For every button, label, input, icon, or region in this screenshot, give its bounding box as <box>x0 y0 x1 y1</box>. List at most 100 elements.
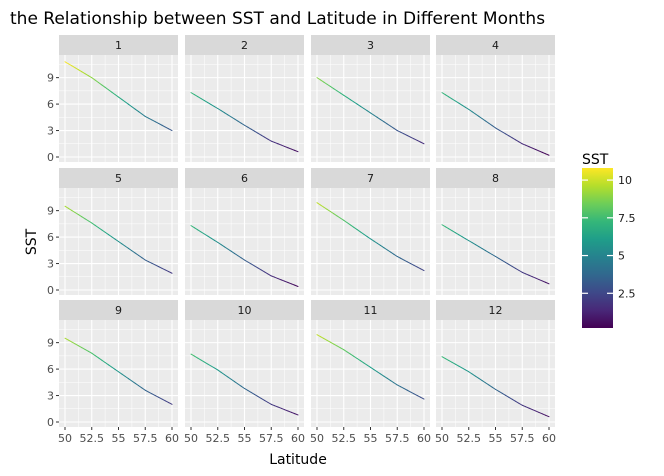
line-segment <box>359 360 365 364</box>
y-tick-label: 6 <box>47 231 54 244</box>
line-segment <box>254 393 259 397</box>
line-segment <box>220 110 225 114</box>
line-segment <box>193 94 199 98</box>
line-segment <box>118 371 123 375</box>
line-segment <box>390 125 395 129</box>
facet-panel-8: 8 <box>436 168 555 295</box>
line-segment <box>280 144 286 147</box>
line-segment <box>474 375 480 379</box>
line-segment <box>488 122 493 127</box>
line-segment <box>356 103 361 107</box>
line-segment <box>491 254 496 257</box>
line-segment <box>107 89 113 93</box>
line-segment <box>353 355 358 360</box>
line-segment <box>386 123 392 127</box>
line-segment <box>518 141 523 145</box>
line-segment <box>444 94 450 98</box>
line-segment <box>240 257 245 261</box>
line-segment <box>400 386 405 389</box>
y-tick-label: 0 <box>47 151 54 164</box>
line-segment <box>270 275 276 278</box>
line-segment <box>535 410 540 413</box>
line-segment <box>168 402 173 405</box>
line-segment <box>77 214 83 218</box>
y-tick-label: 3 <box>47 125 54 138</box>
line-segment <box>71 341 76 345</box>
line-segment <box>531 409 537 412</box>
line-segment <box>280 407 286 411</box>
facet-strip <box>185 35 304 55</box>
x-tick-label: 57.5 <box>259 432 284 445</box>
line-segment <box>454 363 460 367</box>
line-segment <box>541 413 547 416</box>
x-axis-title: Latitude <box>269 452 327 468</box>
line-segment <box>287 147 292 150</box>
line-segment <box>138 254 143 259</box>
line-segment <box>393 382 398 386</box>
facet-panel-12: 12 50 52.5 55 57.5 60 <box>435 300 556 445</box>
line-segment <box>200 98 205 102</box>
x-tick-label: 60 <box>165 432 179 445</box>
x-tick-label: 60 <box>291 432 305 445</box>
line-segment <box>250 391 256 395</box>
line-segment <box>237 383 242 387</box>
line-segment <box>267 138 272 142</box>
line-segment <box>233 252 239 257</box>
line-segment <box>257 395 262 399</box>
line-segment <box>233 381 239 385</box>
line-segment <box>531 147 537 151</box>
line-segment <box>339 92 345 96</box>
line-segment <box>363 233 368 238</box>
line-segment <box>461 236 466 240</box>
line-segment <box>458 102 463 106</box>
line-segment <box>336 215 341 219</box>
x-tick-label: 55 <box>238 432 252 445</box>
line-segment <box>448 228 453 232</box>
line-segment <box>260 397 266 401</box>
series-line <box>441 356 550 418</box>
line-segment <box>114 94 119 98</box>
line-segment <box>370 238 375 242</box>
line-segment <box>528 407 533 411</box>
line-segment <box>104 86 109 91</box>
line-segment <box>190 353 195 357</box>
line-segment <box>131 106 136 110</box>
x-tick-label: 60 <box>542 432 556 445</box>
line-segment <box>528 274 533 278</box>
line-segment <box>458 365 463 369</box>
facet-strip-label: 12 <box>489 304 503 317</box>
line-segment <box>420 396 425 400</box>
line-segment <box>87 75 93 79</box>
line-segment <box>223 246 229 250</box>
line-segment <box>111 366 116 370</box>
line-segment <box>254 265 259 269</box>
line-segment <box>254 130 259 134</box>
line-segment <box>538 279 543 282</box>
line-segment <box>353 226 358 231</box>
facet-strip-label: 9 <box>115 304 122 317</box>
line-segment <box>164 126 170 130</box>
line-segment <box>406 135 412 138</box>
line-segment <box>257 132 262 136</box>
line-segment <box>454 100 460 104</box>
line-segment <box>488 252 493 256</box>
line-segment <box>505 261 510 265</box>
line-segment <box>410 263 415 266</box>
facet-strip-label: 11 <box>364 304 378 317</box>
line-segment <box>260 269 266 273</box>
line-segment <box>518 402 523 406</box>
line-segment <box>107 234 113 238</box>
y-axis-title: SST <box>24 228 40 255</box>
line-segment <box>121 243 126 247</box>
line-segment <box>203 233 209 237</box>
series-line <box>316 202 425 272</box>
line-segment <box>244 387 249 391</box>
line-segment <box>158 396 163 400</box>
line-segment <box>97 81 103 86</box>
line-segment <box>441 92 446 96</box>
line-segment <box>193 227 199 231</box>
line-segment <box>478 115 483 120</box>
line-segment <box>74 343 79 347</box>
line-segment <box>363 108 368 112</box>
